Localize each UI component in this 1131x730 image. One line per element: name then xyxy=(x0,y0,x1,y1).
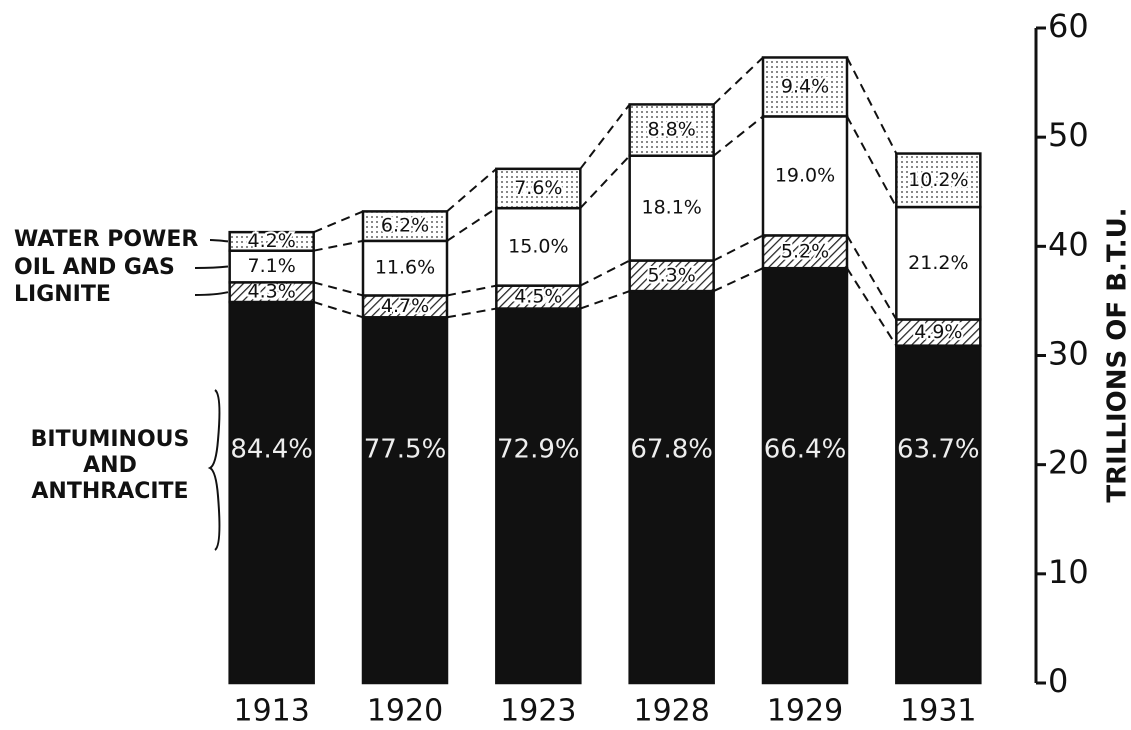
segment-label: 4.5% xyxy=(514,286,562,308)
segment-label: 8.8% xyxy=(648,119,696,141)
segment-label: 18.1% xyxy=(641,197,701,219)
connector xyxy=(579,259,631,287)
segment-label: 84.4% xyxy=(230,435,313,465)
y-tick-label: 60 xyxy=(1048,7,1089,45)
segment-label: 15.0% xyxy=(508,235,568,257)
y-tick-label: 20 xyxy=(1048,444,1089,482)
bar-segment xyxy=(895,318,982,347)
segment-label: 66.4% xyxy=(764,435,847,465)
segment-label: 5.3% xyxy=(648,264,696,286)
x-tick-label: 1928 xyxy=(633,694,709,729)
segment-label: 10.2% xyxy=(908,169,968,191)
segment-label: 77.5% xyxy=(364,435,447,465)
bar-segment xyxy=(361,316,449,685)
y-tick-label: 40 xyxy=(1048,225,1089,263)
connector xyxy=(313,210,364,234)
bar-segment xyxy=(628,103,715,157)
segment-label: 5.2% xyxy=(781,240,829,262)
bar-segment xyxy=(228,230,315,252)
bar-segment xyxy=(628,154,715,262)
x-tick-label: 1923 xyxy=(500,694,576,729)
y-tick-label: 30 xyxy=(1048,335,1089,373)
bar-segment xyxy=(361,210,449,243)
bar-segment xyxy=(628,259,715,293)
bar-segment xyxy=(361,239,449,297)
segment-label: 6.2% xyxy=(381,215,429,237)
bar-segment xyxy=(495,307,582,685)
connector xyxy=(579,290,631,310)
bar-segment xyxy=(228,249,315,284)
brace xyxy=(207,389,221,551)
bar-segment xyxy=(761,56,849,118)
connector xyxy=(712,56,764,106)
connector xyxy=(313,281,364,297)
segment-label: 4.2% xyxy=(248,230,296,252)
x-tick-label: 1931 xyxy=(900,694,976,729)
bar-segment xyxy=(495,206,582,287)
bar-segment xyxy=(895,205,982,321)
connector xyxy=(579,103,631,170)
segment-label: 4.3% xyxy=(248,281,296,303)
legend-label: BITUMINOUS AND ANTHRACITE xyxy=(30,427,190,504)
connector xyxy=(713,234,764,262)
segment-label: 67.8% xyxy=(630,435,713,465)
legend-arrow xyxy=(194,265,229,269)
connector xyxy=(713,267,764,292)
bar-segment xyxy=(761,266,849,685)
x-tick-label: 1929 xyxy=(767,694,843,729)
connector xyxy=(846,234,898,320)
x-tick-label: 1920 xyxy=(367,694,443,729)
legend-label: LIGNITE xyxy=(14,282,111,307)
legend-arrow xyxy=(209,239,229,243)
bar-segment xyxy=(761,234,849,270)
x-tick-label: 1913 xyxy=(233,694,309,729)
y-axis-label: TRILLIONS OF B.T.U. xyxy=(1103,207,1131,502)
legend-label: OIL AND GAS xyxy=(14,255,175,280)
segment-label: 7.6% xyxy=(514,177,562,199)
segment-label: 7.1% xyxy=(248,255,296,277)
connector xyxy=(846,267,898,347)
segment-label: 4.9% xyxy=(914,321,962,343)
connector xyxy=(446,168,497,213)
bar-segment xyxy=(895,344,982,685)
bar-segment xyxy=(895,152,982,209)
connector xyxy=(446,284,497,297)
segment-label: 4.7% xyxy=(381,295,429,317)
connector xyxy=(446,207,497,242)
connector xyxy=(846,115,898,208)
segment-label: 63.7% xyxy=(897,435,980,465)
segment-label: 19.0% xyxy=(775,164,835,186)
connector xyxy=(313,239,364,252)
connector xyxy=(846,57,898,154)
legend-label: WATER POWER xyxy=(14,227,199,252)
connector xyxy=(579,155,631,209)
y-tick-label: 10 xyxy=(1048,553,1089,591)
bar-segment xyxy=(228,300,315,685)
segment-label: 21.2% xyxy=(908,252,968,274)
connector xyxy=(446,307,497,319)
legend-arrow xyxy=(194,291,229,296)
bar-segment xyxy=(495,167,582,210)
segment-label: 9.4% xyxy=(781,75,829,97)
y-tick-label: 0 xyxy=(1048,662,1068,700)
segment-label: 72.9% xyxy=(497,435,580,465)
bar-segment xyxy=(761,115,849,237)
y-tick-label: 50 xyxy=(1048,116,1089,154)
connector xyxy=(713,115,764,157)
bar-segment xyxy=(628,289,715,685)
segment-label: 11.6% xyxy=(375,257,435,279)
connector xyxy=(313,301,364,319)
